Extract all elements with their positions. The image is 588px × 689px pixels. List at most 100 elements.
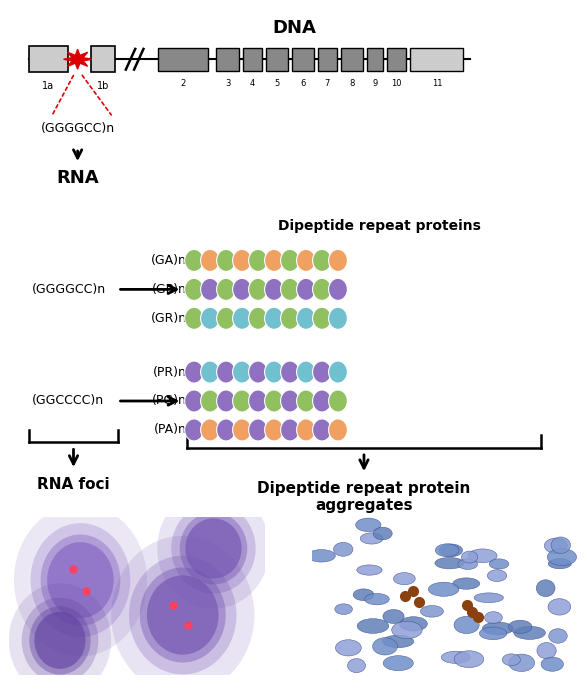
Circle shape bbox=[296, 390, 315, 412]
Ellipse shape bbox=[29, 606, 91, 675]
FancyBboxPatch shape bbox=[158, 48, 208, 71]
Text: 3: 3 bbox=[225, 79, 230, 88]
Ellipse shape bbox=[383, 656, 413, 670]
Circle shape bbox=[296, 278, 315, 300]
Ellipse shape bbox=[333, 542, 353, 556]
Circle shape bbox=[216, 307, 235, 329]
Ellipse shape bbox=[548, 559, 572, 568]
Text: 8: 8 bbox=[349, 79, 355, 88]
Circle shape bbox=[329, 307, 348, 329]
Text: 4: 4 bbox=[250, 79, 255, 88]
Ellipse shape bbox=[547, 548, 576, 566]
Ellipse shape bbox=[373, 638, 397, 655]
Ellipse shape bbox=[509, 620, 532, 633]
Circle shape bbox=[265, 419, 283, 441]
Ellipse shape bbox=[393, 573, 415, 585]
Ellipse shape bbox=[485, 612, 502, 624]
Text: (GP)n: (GP)n bbox=[152, 283, 187, 296]
Ellipse shape bbox=[14, 504, 147, 656]
Circle shape bbox=[296, 361, 315, 383]
FancyBboxPatch shape bbox=[266, 48, 288, 71]
Ellipse shape bbox=[548, 599, 571, 615]
Text: (PR)n: (PR)n bbox=[153, 366, 187, 378]
Circle shape bbox=[265, 390, 283, 412]
Circle shape bbox=[296, 307, 315, 329]
Text: RNA foci: RNA foci bbox=[37, 477, 110, 492]
Ellipse shape bbox=[487, 570, 507, 582]
Ellipse shape bbox=[489, 559, 509, 569]
Circle shape bbox=[265, 361, 283, 383]
Ellipse shape bbox=[365, 593, 389, 605]
Text: 9: 9 bbox=[373, 79, 377, 88]
Circle shape bbox=[201, 249, 219, 271]
FancyBboxPatch shape bbox=[292, 48, 314, 71]
Circle shape bbox=[313, 249, 332, 271]
Circle shape bbox=[249, 390, 268, 412]
Text: (GGGGCC)n: (GGGGCC)n bbox=[32, 283, 106, 296]
Circle shape bbox=[313, 278, 332, 300]
Circle shape bbox=[185, 361, 203, 383]
Text: (GA)n: (GA)n bbox=[151, 254, 187, 267]
Circle shape bbox=[329, 361, 348, 383]
Text: Dipeptide repeat proteins: Dipeptide repeat proteins bbox=[278, 219, 481, 233]
Circle shape bbox=[216, 419, 235, 441]
Ellipse shape bbox=[348, 659, 366, 672]
Text: 10: 10 bbox=[391, 79, 402, 88]
Ellipse shape bbox=[479, 627, 507, 639]
Circle shape bbox=[233, 278, 252, 300]
Circle shape bbox=[329, 249, 348, 271]
Circle shape bbox=[233, 249, 252, 271]
Ellipse shape bbox=[549, 628, 567, 644]
Circle shape bbox=[280, 390, 299, 412]
Circle shape bbox=[296, 419, 315, 441]
Ellipse shape bbox=[129, 555, 236, 675]
Circle shape bbox=[313, 390, 332, 412]
Ellipse shape bbox=[439, 544, 463, 557]
Ellipse shape bbox=[157, 489, 270, 608]
Ellipse shape bbox=[140, 568, 226, 663]
Circle shape bbox=[329, 390, 348, 412]
FancyBboxPatch shape bbox=[410, 48, 463, 71]
Text: (GR)n: (GR)n bbox=[151, 312, 187, 325]
Ellipse shape bbox=[462, 551, 478, 563]
Ellipse shape bbox=[502, 654, 520, 666]
FancyBboxPatch shape bbox=[29, 46, 68, 72]
Circle shape bbox=[233, 307, 252, 329]
Circle shape bbox=[280, 419, 299, 441]
Ellipse shape bbox=[180, 513, 247, 584]
Text: 6: 6 bbox=[300, 79, 306, 88]
Ellipse shape bbox=[41, 535, 121, 626]
Ellipse shape bbox=[171, 503, 256, 594]
Ellipse shape bbox=[22, 597, 98, 683]
FancyBboxPatch shape bbox=[91, 46, 115, 72]
Polygon shape bbox=[64, 50, 92, 69]
Ellipse shape bbox=[34, 612, 86, 669]
Circle shape bbox=[249, 278, 268, 300]
Ellipse shape bbox=[536, 579, 555, 597]
Circle shape bbox=[280, 307, 299, 329]
Circle shape bbox=[201, 390, 219, 412]
Circle shape bbox=[265, 249, 283, 271]
Ellipse shape bbox=[357, 565, 382, 575]
Text: 1b: 1b bbox=[96, 81, 109, 91]
Circle shape bbox=[185, 278, 203, 300]
Ellipse shape bbox=[509, 654, 534, 672]
Ellipse shape bbox=[537, 643, 556, 659]
Ellipse shape bbox=[429, 582, 459, 596]
Ellipse shape bbox=[383, 610, 404, 624]
Circle shape bbox=[185, 419, 203, 441]
Ellipse shape bbox=[541, 657, 563, 671]
Text: 2: 2 bbox=[180, 79, 185, 88]
Ellipse shape bbox=[474, 593, 503, 603]
Ellipse shape bbox=[360, 533, 383, 544]
Ellipse shape bbox=[468, 549, 497, 563]
Circle shape bbox=[201, 307, 219, 329]
Circle shape bbox=[265, 278, 283, 300]
Circle shape bbox=[185, 249, 203, 271]
Circle shape bbox=[280, 278, 299, 300]
Text: 7: 7 bbox=[325, 79, 330, 88]
Circle shape bbox=[216, 361, 235, 383]
Ellipse shape bbox=[454, 651, 484, 668]
Ellipse shape bbox=[31, 523, 131, 637]
Ellipse shape bbox=[453, 578, 480, 589]
